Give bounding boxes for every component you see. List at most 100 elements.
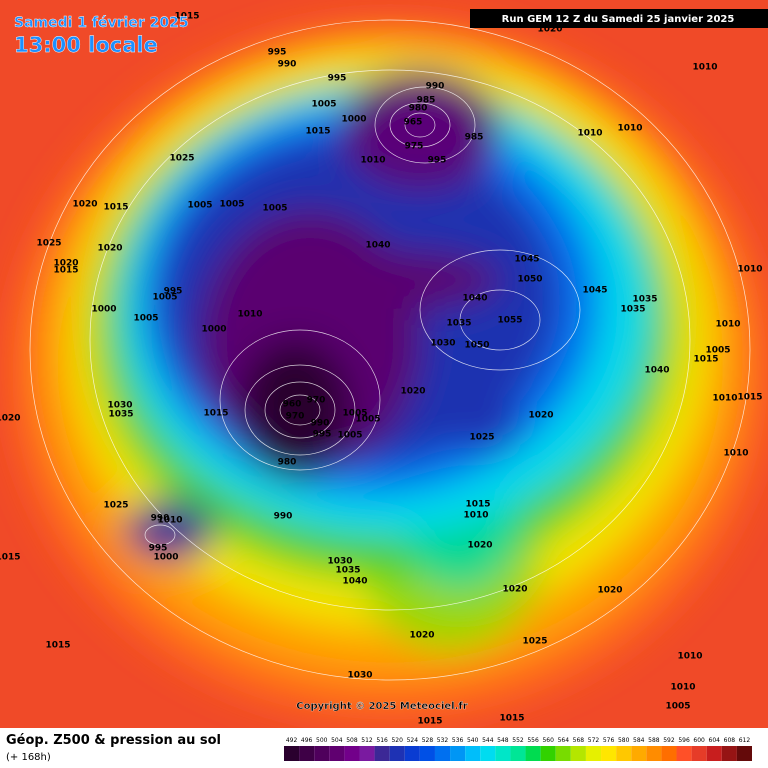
isobar-label: 1010 (360, 156, 385, 166)
scale-cell (374, 746, 390, 761)
scale-cell (450, 746, 466, 761)
isobar-label: 990 (426, 82, 445, 92)
isobar-label: 1020 (409, 631, 434, 641)
scale-label: 576 (603, 737, 615, 744)
isobar-label: 990 (151, 514, 170, 524)
scale-cell (691, 746, 707, 761)
scale-cell (555, 746, 571, 761)
copyright: Copyright © 2025 Meteociel.fr (296, 701, 467, 712)
scale-cell (631, 746, 647, 761)
isobar-label: 1005 (665, 702, 690, 712)
isobar-label: 1015 (417, 717, 442, 727)
scale-cell (434, 746, 451, 761)
footer-title: Géop. Z500 & pression au sol (6, 733, 221, 748)
isobar-label: 1035 (335, 566, 360, 576)
isobar-label: 1010 (677, 652, 702, 662)
scale-cell (495, 746, 511, 761)
isobar-label: 985 (417, 96, 436, 106)
scale-cell (480, 746, 496, 761)
forecast-time: 13:00 locale (14, 33, 158, 57)
scale-label: 548 (497, 737, 509, 744)
isobar-label: 1050 (517, 275, 542, 285)
isobar-label: 1025 (469, 433, 494, 443)
scale-label: 588 (648, 737, 660, 744)
isobar-label: 1005 (337, 431, 362, 441)
scale-cell (525, 746, 541, 761)
isobar-label: 1015 (0, 553, 21, 563)
scale-label: 512 (361, 737, 373, 744)
isobar-label: 995 (268, 48, 287, 58)
isobar-label: 1020 (400, 387, 425, 397)
isobars (29, 19, 751, 681)
scale-cell (359, 746, 375, 761)
isobar-label: 1040 (462, 294, 487, 304)
scale-label: 600 (693, 737, 705, 744)
scale-label: 520 (391, 737, 403, 744)
scale-cell (585, 746, 602, 761)
isobar-label: 1010 (723, 449, 748, 459)
scale-cell (419, 746, 435, 761)
scale-label: 552 (512, 737, 524, 744)
scale-label: 560 (542, 737, 554, 744)
scale-cell (721, 746, 737, 761)
isobar-label: 1045 (582, 286, 607, 296)
isobar-label: 1000 (341, 115, 366, 125)
isobar-label: 965 (404, 118, 423, 128)
isobar-label: 1030 (107, 401, 132, 411)
scale-label: 536 (452, 737, 464, 744)
isobar-label: 995 (428, 156, 447, 166)
isobar-label: 1020 (467, 541, 492, 551)
isobar-label: 980 (278, 458, 297, 468)
scale-cell (389, 746, 405, 761)
isobar-label: 1020 (597, 586, 622, 596)
isobar-label: 1025 (169, 154, 194, 164)
color-scale: 492 496 500 504 508 512 516 520 524 528 532 536 540 5… (284, 737, 752, 761)
scale-label: 584 (633, 737, 645, 744)
scale-cell (299, 746, 315, 761)
scale-cell (661, 746, 677, 761)
scale-label: 580 (618, 737, 630, 744)
isobar-label: 975 (405, 142, 424, 152)
scale-label: 524 (407, 737, 419, 744)
scale-label: 608 (724, 737, 736, 744)
isobar-label: 1040 (365, 241, 390, 251)
scale-label: 604 (709, 737, 721, 744)
isobar-label: 1015 (465, 500, 490, 510)
isobar-label: 1030 (347, 671, 372, 681)
isobar-label: 990 (311, 419, 330, 429)
isobar-label: 995 (328, 74, 347, 84)
scale-cell (404, 746, 420, 761)
isobar-label: 1010 (737, 265, 762, 275)
isobar-label: 960 (283, 400, 302, 410)
isobar-label: 1025 (522, 637, 547, 647)
scale-label: 544 (482, 737, 494, 744)
isobar-label: 1015 (305, 127, 330, 137)
isobar-label: 1000 (153, 553, 178, 563)
scale-label: 516 (376, 737, 388, 744)
scale-label: 508 (346, 737, 358, 744)
isobar-label: 995 (164, 287, 183, 297)
isobar-label: 1030 (430, 339, 455, 349)
scale-label: 596 (678, 737, 690, 744)
isobar-label: 995 (149, 544, 168, 554)
isobar-label: 1015 (693, 355, 718, 365)
isobar-label: 1020 (97, 244, 122, 254)
run-box (470, 9, 768, 28)
scale-label: 572 (588, 737, 600, 744)
isobar-label: 1015 (53, 266, 78, 276)
scale-label: 496 (301, 737, 313, 744)
scale-label: 532 (437, 737, 449, 744)
isobar-label: 1020 (528, 411, 553, 421)
isobar-label: 1010 (577, 129, 602, 139)
isobar-label: 1015 (174, 12, 199, 22)
isobar-label: 1005 (311, 100, 336, 110)
scale-cell (646, 746, 662, 761)
isobar-label: 1010 (670, 683, 695, 693)
isobar-label: 1005 (219, 200, 244, 210)
footer-subtitle: (+ 168h) (6, 752, 51, 763)
isobar-label: 1010 (692, 63, 717, 73)
isobar-label: 1040 (342, 577, 367, 587)
scale-cell (616, 746, 632, 761)
isobar-label: 1015 (737, 393, 762, 403)
isobar-label: 1050 (464, 341, 489, 351)
